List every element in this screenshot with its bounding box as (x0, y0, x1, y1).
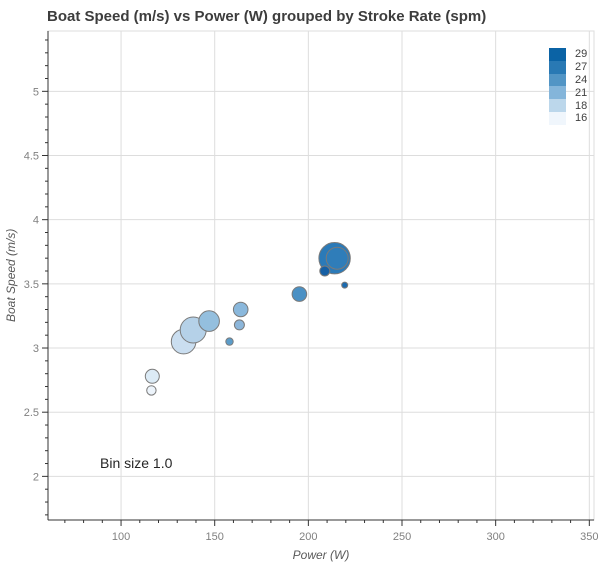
gridlines (48, 31, 594, 520)
y-tick-label: 4 (33, 215, 39, 227)
scatter-point (341, 281, 349, 289)
plot-border (47, 30, 595, 521)
x-axis: 100 150 200 250 300 350 (48, 519, 598, 543)
legend-label: 16 (575, 112, 588, 125)
legend-item: 18 (549, 99, 587, 112)
x-axis-title: Power (W) (292, 548, 350, 562)
x-tick-label: 200 (299, 531, 317, 543)
x-tick-label: 150 (206, 531, 224, 543)
y-tick-label: 3.5 (24, 279, 39, 291)
scatter-point (225, 337, 234, 346)
legend-label: 29 (575, 48, 588, 61)
scatter-point (233, 319, 245, 331)
legend-swatch (549, 60, 566, 74)
chart-title: Boat Speed (m/s) vs Power (W) grouped by… (47, 8, 487, 25)
scatter-point (291, 286, 308, 302)
x-tick-label: 100 (112, 531, 130, 543)
legend-label: 18 (575, 99, 588, 112)
legend-swatch (549, 86, 566, 100)
y-tick-label: 5 (33, 86, 39, 98)
scatter-point (319, 265, 331, 277)
x-tick-label: 250 (393, 531, 411, 543)
legend-item: 21 (549, 86, 588, 100)
scatter-point (325, 246, 349, 270)
legend-swatch (549, 48, 566, 61)
scatter-point (198, 310, 220, 332)
legend-item: 29 (549, 48, 587, 61)
scatter-point (232, 301, 249, 318)
legend-item: 16 (549, 111, 588, 125)
y-tick-label: 2.5 (24, 407, 39, 419)
y-tick-label: 2 (33, 471, 39, 483)
legend-swatch (549, 73, 566, 87)
legend-item: 27 (549, 60, 588, 74)
x-tick-label: 300 (486, 531, 504, 543)
bin-size-annotation: Bin size 1.0 (100, 455, 173, 471)
legend-swatch (549, 111, 566, 125)
y-tick-label: 4.5 (24, 150, 39, 162)
x-tick-label: 350 (580, 531, 598, 543)
scatter-point (146, 385, 157, 396)
y-axis: 2 2.5 3 3.5 4 4.5 5 (24, 31, 49, 520)
legend-label: 21 (575, 86, 588, 99)
legend-swatch (549, 99, 566, 112)
legend-label: 27 (575, 61, 588, 74)
legend-label: 24 (575, 73, 588, 86)
scatter-points (144, 242, 351, 396)
y-tick-label: 3 (33, 343, 39, 355)
stroke-rate-legend: 29 27 24 21 18 16 (549, 48, 587, 125)
scatter-point (144, 368, 160, 384)
y-axis-title: Boat Speed (m/s) (4, 228, 18, 323)
legend-item: 24 (549, 73, 588, 87)
